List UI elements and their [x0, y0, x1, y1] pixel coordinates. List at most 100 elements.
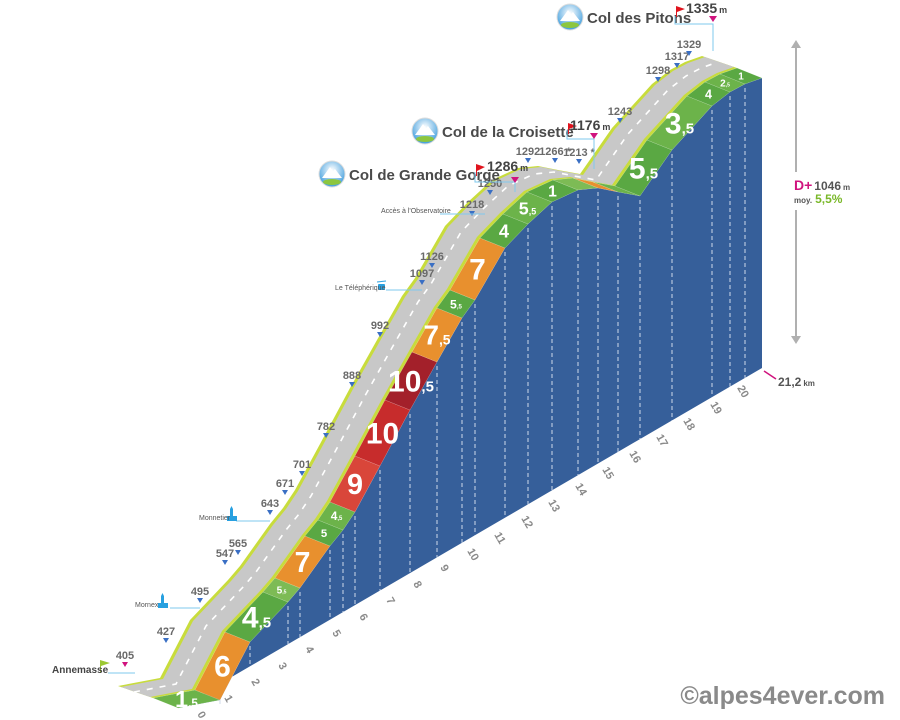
- x-tick-label: 0: [194, 710, 207, 720]
- altitude-marker-icon: [163, 638, 169, 643]
- altitude-marker-icon: [576, 159, 582, 164]
- gradient-label: 3,5: [665, 108, 694, 141]
- x-tick-label: 10: [464, 547, 481, 564]
- col-icon: [556, 3, 584, 31]
- x-tick-label: 16: [626, 449, 643, 466]
- start-flag-icon: [100, 660, 110, 672]
- gradient-label: 5,5: [629, 153, 658, 186]
- summit-marker-icon: [709, 16, 717, 22]
- gradient-label: 5,5: [450, 297, 462, 311]
- total-distance: 21,2: [778, 375, 802, 389]
- pass-col-des-pitons: Col des Pitons 1335 m: [556, 0, 727, 51]
- altitude-marker-icon: [282, 490, 288, 495]
- flag-icon: [568, 123, 577, 134]
- place-label: Le Téléphérique: [335, 285, 386, 292]
- altitude-label: 1213 *: [563, 147, 596, 159]
- place-label: Accès à l'Observatoire: [381, 208, 451, 215]
- altitude-marker-icon: [323, 433, 329, 438]
- average-label: moy.: [794, 196, 812, 205]
- altitude-label: 888: [343, 370, 361, 382]
- summit-marker-icon: [590, 133, 598, 139]
- svg-text:moy.5,5%: moy. 5,5%: [794, 192, 843, 206]
- x-tick-label: 9: [437, 563, 450, 574]
- x-tick-label: 15: [599, 465, 616, 482]
- church-icon: [227, 506, 237, 521]
- col-icon: [411, 117, 439, 145]
- place-teleferique: Le Téléphérique: [335, 280, 422, 292]
- x-tick-label: 20: [734, 384, 751, 401]
- place-label: Annemasse: [52, 665, 109, 676]
- altitude-label: 565: [229, 538, 247, 550]
- gradient-label: 4,5: [331, 509, 343, 523]
- altitude-label: 1266 *: [539, 146, 572, 158]
- altitude-label: 427: [157, 626, 175, 638]
- altitude-label: 1126: [420, 251, 444, 263]
- altitude-marker-icon: [267, 510, 273, 515]
- x-tick-label: 13: [545, 498, 562, 515]
- altitude-label: 992: [371, 320, 389, 332]
- altitude-marker-icon: [487, 190, 493, 195]
- altitude-label: 782: [317, 421, 335, 433]
- road-surface: [118, 56, 737, 698]
- gradient-label: 1: [738, 72, 744, 83]
- x-tick-label: 19: [707, 400, 724, 417]
- altitude-marker-icon: [197, 598, 203, 603]
- gradient-label: 1,5: [175, 686, 198, 712]
- altitude-label: 1317: [665, 51, 689, 63]
- x-tick-label: 18: [680, 416, 697, 433]
- gradient-label: 7: [295, 547, 311, 579]
- pass-altitude: 1335: [686, 0, 717, 16]
- gradient-label: 4,5: [242, 602, 271, 635]
- pass-name: Col des Pitons: [587, 10, 691, 27]
- altitude-label: 1292: [516, 146, 540, 158]
- gradient-label: 6: [214, 651, 231, 684]
- elevation-gain-arrow: [791, 40, 801, 344]
- altitude-marker-icon: [429, 263, 435, 268]
- altitude-label: 1218: [460, 199, 484, 211]
- altitude-marker-icon: [122, 662, 128, 667]
- x-tick-label: 5: [329, 628, 342, 639]
- gradient-segments: 1,564,55,5754,591010,57,55,5745,515,53,5…: [152, 67, 763, 712]
- altitude-label: 405: [116, 650, 134, 662]
- gradient-label: 9: [347, 469, 363, 501]
- gradient-label: 5,5: [519, 198, 536, 218]
- pass-unit: m: [719, 5, 727, 15]
- pass-col-de-grande-gorge: Col de Grande Gorge 1286 m: [318, 158, 528, 192]
- gradient-label: 4: [705, 87, 712, 101]
- altitude-label: 1298: [646, 65, 670, 77]
- altitude-marker-icon: [349, 382, 355, 387]
- altitude-marker-icon: [377, 332, 383, 337]
- place-mornex: Mornex: [135, 593, 200, 609]
- place-observatoire: Accès à l'Observatoire: [381, 208, 485, 215]
- altitude-marker-icon: [222, 560, 228, 565]
- col-icon: [318, 160, 346, 188]
- gradient-label: 4: [499, 220, 510, 241]
- gradient-label: 5: [321, 528, 327, 540]
- pass-col-de-la-croisette: Col de la Croisette 1176 m: [411, 117, 610, 169]
- x-tick-label: 17: [653, 432, 670, 449]
- altitude-label: 671: [276, 478, 294, 490]
- gradient-segment: [719, 67, 763, 85]
- altitude-marker-icon: [235, 550, 241, 555]
- cable-car-icon: [376, 280, 387, 290]
- flag-icon: [476, 164, 485, 176]
- pass-name: Col de Grande Gorge: [349, 167, 500, 184]
- altitude-label: 1243: [608, 106, 632, 118]
- altitude-marker-icon: [419, 280, 425, 285]
- gradient-label: 7: [469, 254, 486, 287]
- x-tick-label: 4: [302, 644, 316, 656]
- pass-name: Col de la Croisette: [442, 124, 574, 141]
- wall-face: [178, 78, 762, 709]
- x-tick-label: 8: [410, 579, 423, 590]
- pass-unit: m: [520, 163, 528, 173]
- altitude-label: 495: [191, 586, 209, 598]
- average-gradient: 5,5%: [815, 192, 843, 206]
- flag-icon: [676, 6, 685, 17]
- profile-wall: [178, 78, 762, 709]
- altitude-marker-icon: [552, 158, 558, 163]
- church-icon: [158, 593, 168, 608]
